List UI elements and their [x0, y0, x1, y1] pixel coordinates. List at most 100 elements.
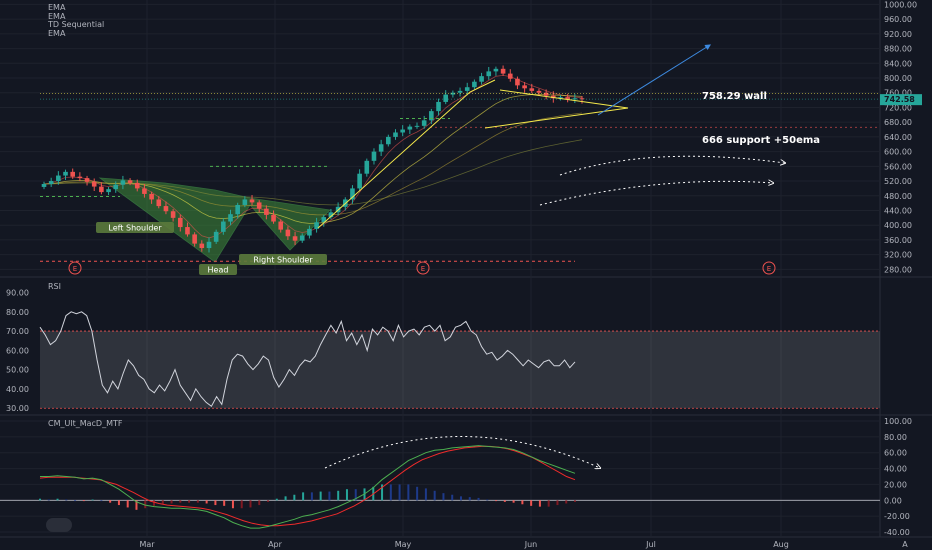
- candle-body: [127, 180, 133, 183]
- candle-body: [192, 234, 197, 244]
- macd-histogram-bar: [284, 496, 287, 501]
- y-tick-label: 320.00: [884, 251, 912, 260]
- candle-body: [443, 94, 449, 102]
- head-label-bg: [199, 264, 237, 275]
- macd-histogram-bar: [565, 500, 568, 504]
- macd-histogram-bar: [310, 492, 313, 501]
- candle-body: [56, 175, 61, 182]
- macd-histogram-bar: [451, 494, 454, 501]
- macd-histogram-bar: [65, 499, 68, 501]
- y-tick-label: 720.00: [884, 103, 912, 112]
- candle-body: [70, 171, 75, 177]
- legend-item[interactable]: TD Sequential: [48, 20, 105, 29]
- candle-body: [522, 85, 527, 89]
- earnings-marker-icon: [762, 261, 776, 275]
- candle-body: [120, 180, 126, 185]
- rsi-y-tick-label: 30.00: [6, 404, 29, 413]
- right-shoulder-label-bg: [239, 254, 327, 265]
- macd-histogram-bar: [486, 499, 489, 501]
- macd-line: [40, 445, 576, 529]
- pattern-overlay: [98, 177, 331, 263]
- left-shoulder-label-bg: [96, 222, 174, 233]
- candle-body: [264, 208, 269, 215]
- candle-body: [84, 178, 90, 182]
- wall-annotation: 758.29 wall: [702, 91, 767, 102]
- candle-body: [536, 90, 542, 93]
- tradingview-logo-icon[interactable]: [46, 518, 72, 532]
- macd-histogram-bar: [574, 500, 576, 502]
- candle-body: [106, 189, 111, 193]
- support-annotation: 666 support +50ema: [702, 135, 820, 146]
- macd-y-tick-label: 0.00: [884, 496, 902, 505]
- candle-body: [378, 144, 384, 152]
- macd-y-tick-label: 100.00: [884, 417, 912, 426]
- candle-body: [486, 71, 492, 77]
- candle-body: [493, 68, 499, 72]
- rsi-y-tick-label: 60.00: [6, 346, 29, 355]
- candle-body: [170, 211, 176, 218]
- macd-histogram-bar: [381, 484, 384, 501]
- triangle-lower: [484, 107, 629, 129]
- macd-histogram-bar: [337, 490, 340, 501]
- macd-panel: [0, 436, 880, 529]
- candle-body: [450, 92, 456, 95]
- earnings-marker-label: E: [421, 265, 425, 273]
- macd-histogram-bar: [100, 500, 103, 502]
- macd-histogram-bar: [196, 500, 199, 503]
- y-tick-label: 480.00: [884, 192, 912, 201]
- macd-histogram-bar: [503, 500, 506, 502]
- legend-item[interactable]: EMA: [48, 28, 66, 38]
- macd-histogram-bar: [161, 500, 164, 505]
- earnings-marker-icon: [68, 261, 82, 275]
- macd-histogram-bar: [424, 488, 427, 501]
- y-tick-label: 680.00: [884, 118, 912, 127]
- candle-body: [221, 221, 226, 232]
- macd-histogram-bar: [267, 500, 270, 502]
- y-tick-label: 800.00: [884, 74, 912, 83]
- rsi-label[interactable]: RSI: [48, 282, 61, 291]
- macd-histogram-bar: [39, 498, 41, 501]
- x-tick-label: Jul: [645, 540, 656, 549]
- candle-body: [515, 78, 520, 86]
- macd-label[interactable]: CM_Ult_MacD_MTF: [48, 419, 123, 428]
- candle-body: [579, 98, 585, 100]
- candle-body: [113, 184, 119, 190]
- macd-histogram-bar: [258, 500, 261, 506]
- candle-body: [386, 136, 391, 145]
- macd-histogram-bar: [240, 500, 243, 509]
- candle-body: [551, 95, 556, 99]
- macd-histogram-bar: [214, 500, 217, 506]
- candle-body: [328, 212, 334, 218]
- ema-line: [43, 74, 583, 239]
- y-tick-label: 440.00: [884, 206, 912, 215]
- macd-histogram-bar: [56, 498, 59, 501]
- candle-body: [558, 97, 563, 99]
- head-label: Head: [208, 266, 229, 275]
- rsi-band: [40, 331, 880, 409]
- candle-body: [307, 228, 312, 236]
- y-tick-label: 760.00: [884, 89, 912, 98]
- triangle-upper: [499, 89, 629, 109]
- macd-histogram-bar: [389, 484, 392, 501]
- macd-histogram-bar: [179, 500, 182, 503]
- macd-histogram-bar: [231, 500, 234, 509]
- candle-body: [350, 188, 355, 200]
- candle-body: [364, 160, 370, 174]
- y-tick-label: 1000.00: [884, 0, 917, 9]
- macd-histogram-bar: [144, 500, 147, 509]
- grid: [0, 0, 932, 538]
- x-tick-label: Aug: [773, 540, 789, 549]
- forecast-arrow: [597, 44, 712, 116]
- macd-histogram-bar: [126, 500, 129, 508]
- legend-item[interactable]: EMA: [48, 11, 66, 21]
- macd-histogram-bar: [319, 491, 322, 501]
- candle-body: [249, 199, 255, 203]
- projection-arc: [539, 181, 773, 206]
- candle-body: [91, 181, 97, 187]
- earnings-marker-label: E: [73, 265, 77, 273]
- legend-item[interactable]: EMA: [48, 3, 66, 12]
- macd-y-tick-label: 60.00: [884, 449, 907, 458]
- candle-body: [156, 199, 162, 207]
- candle-body: [285, 229, 291, 237]
- candle-body: [271, 214, 276, 222]
